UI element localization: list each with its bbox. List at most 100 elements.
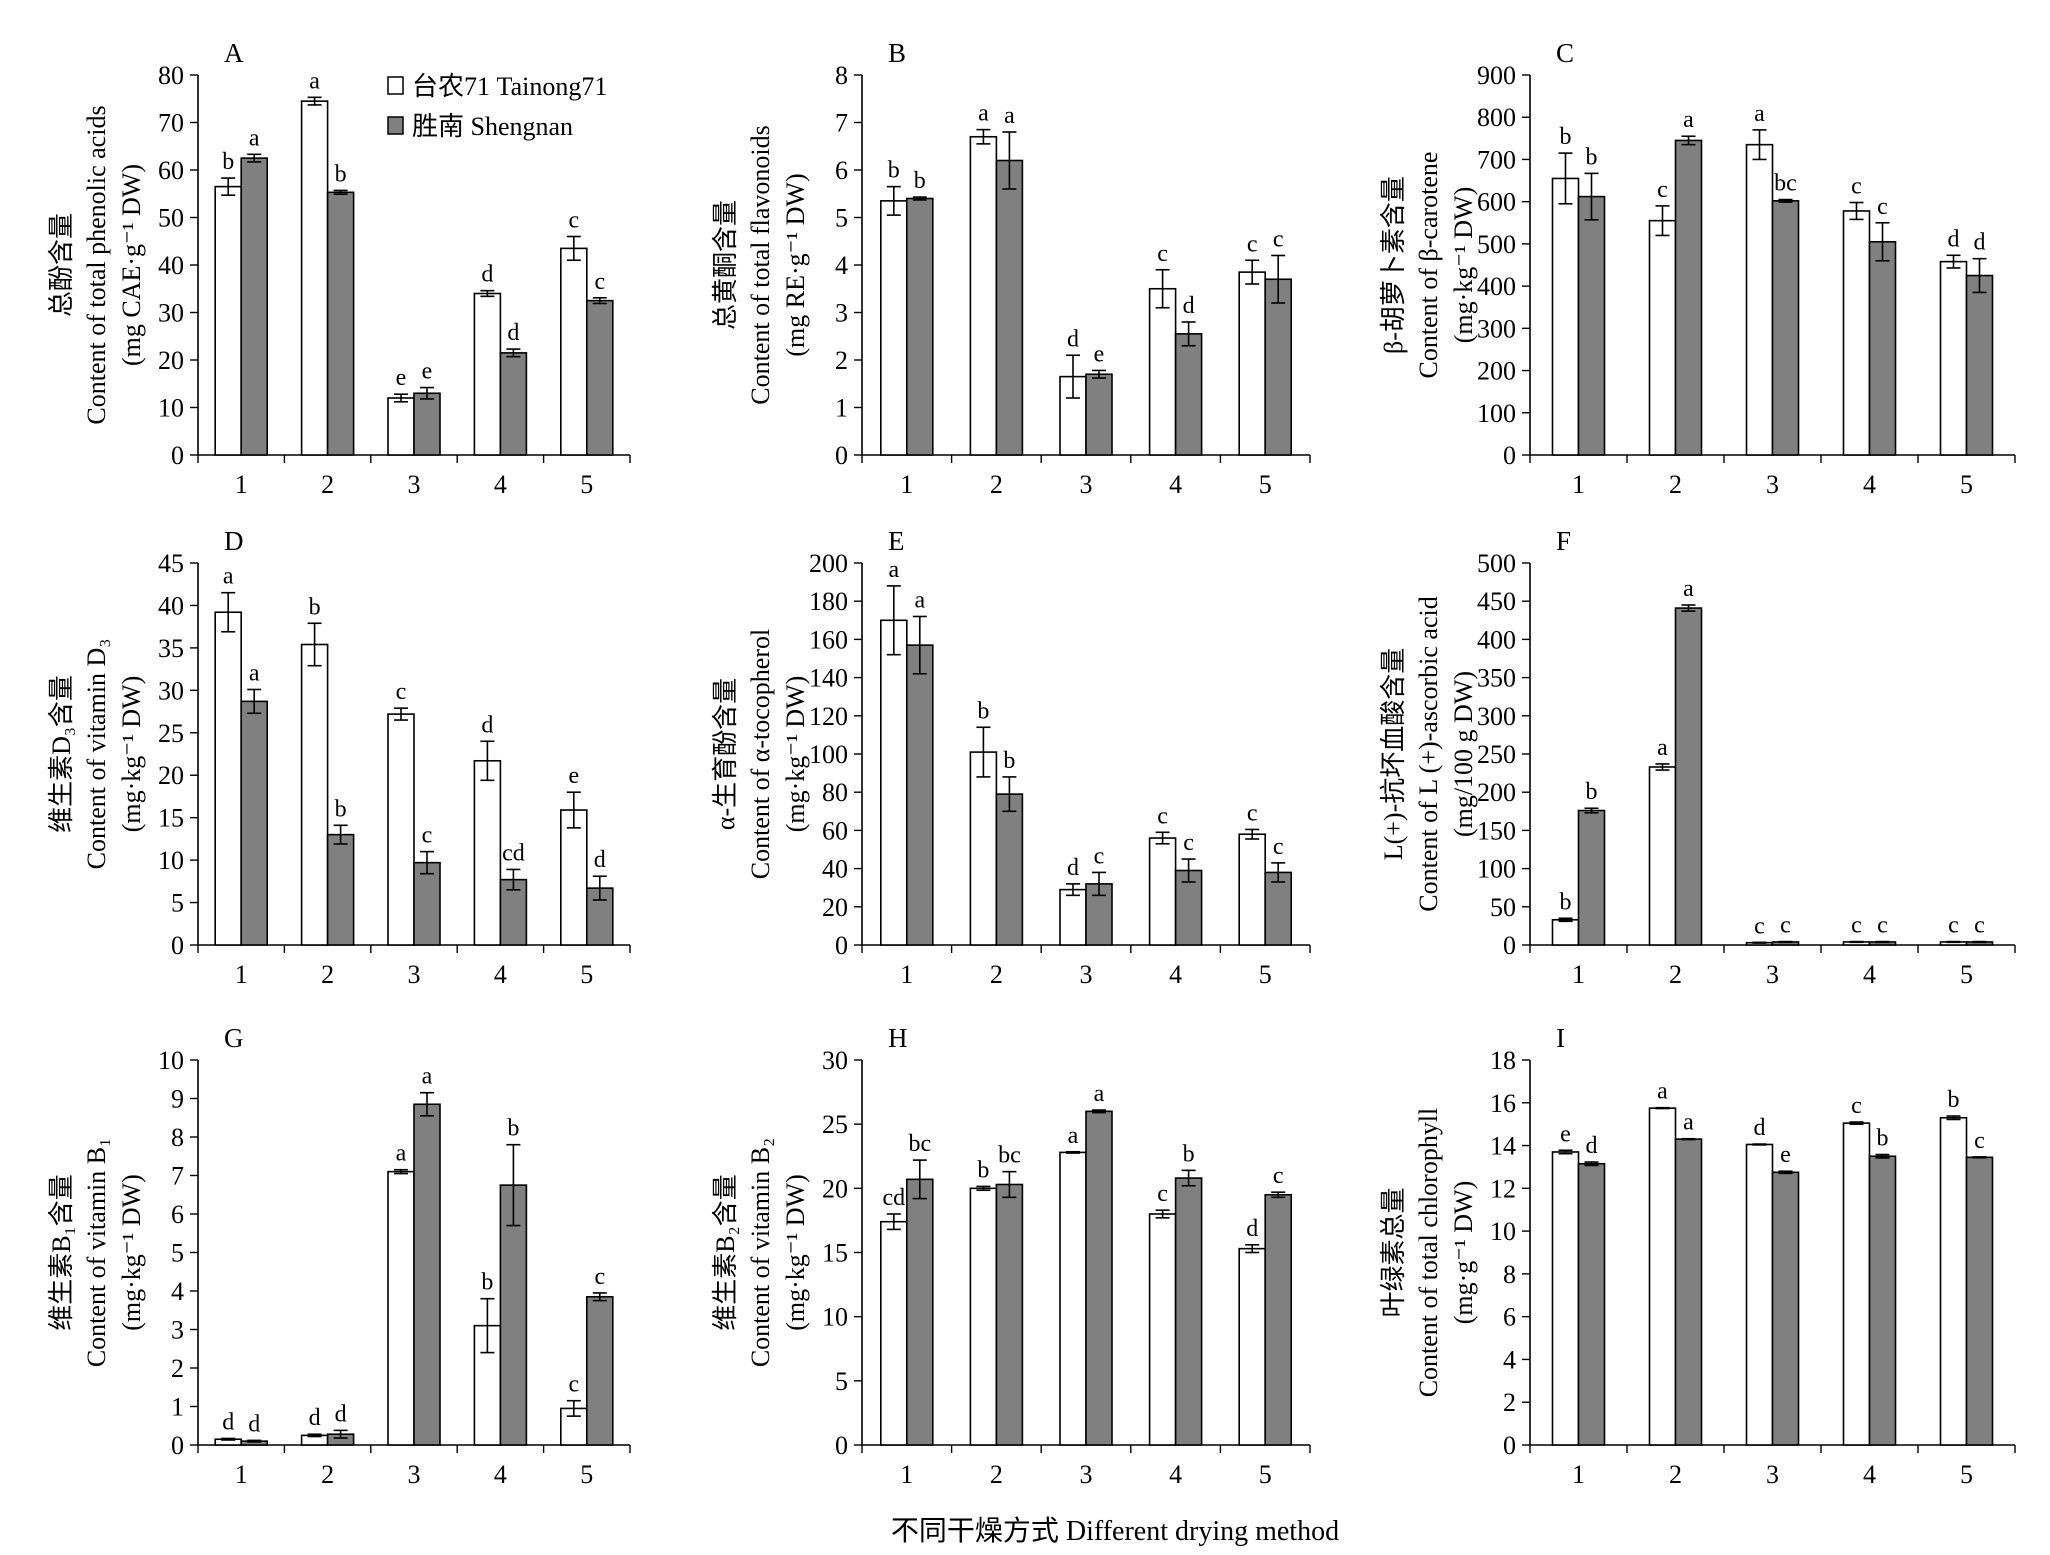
bar-d-shengnan: [326, 833, 355, 946]
y-axis-label-h: 维生素B₂含量: [711, 1174, 740, 1330]
x-tick-label-f: 1: [1572, 960, 1585, 989]
y-tick-label-g: 5: [171, 1239, 184, 1268]
y-axis-label-c: (mg·kg⁻¹ DW): [1449, 187, 1478, 344]
y-axis-label-f: L(+)-抗坏血酸含量: [1379, 648, 1408, 861]
y-tick-label-i: 6: [1503, 1303, 1516, 1332]
panel-c: 0100200300400500600700800900bb1ca2abc3cc…: [1379, 38, 2016, 499]
significance-letter-h: b: [977, 1157, 989, 1183]
bar-b-shengnan: [1174, 333, 1203, 456]
y-tick-label-c: 0: [1503, 441, 1516, 470]
significance-letter-d: d: [594, 847, 606, 873]
x-tick-label-a: 1: [235, 470, 248, 499]
y-tick-label-c: 900: [1477, 61, 1516, 90]
bar-g-tainong: [387, 1170, 415, 1446]
y-tick-label-c: 800: [1477, 103, 1516, 132]
significance-letter-g: d: [335, 1401, 347, 1427]
bar-i-shengnan: [1674, 1138, 1703, 1446]
y-tick-label-f: 400: [1477, 625, 1516, 654]
y-tick-label-a: 50: [158, 204, 184, 233]
x-tick-label-i: 3: [1766, 1460, 1779, 1489]
y-tick-label-d: 30: [158, 676, 184, 705]
bar-d-tainong: [473, 759, 502, 946]
bar-h-tainong: [1148, 1213, 1177, 1446]
x-tick-label-d: 2: [321, 960, 334, 989]
bar-a-shengnan: [240, 157, 268, 456]
bar-e-tainong: [1238, 833, 1266, 946]
significance-letter-d: a: [223, 564, 234, 590]
significance-letter-e: c: [1157, 803, 1168, 829]
significance-letter-e: c: [1094, 843, 1105, 869]
y-axis-label-h: Content of vitamin B₂: [746, 1138, 775, 1367]
y-tick-label-c: 500: [1477, 230, 1516, 259]
significance-letter-i: d: [1586, 1133, 1598, 1159]
y-tick-label-h: 20: [822, 1174, 848, 1203]
panel-label-e: E: [888, 526, 905, 556]
x-tick-label-e: 4: [1169, 960, 1182, 989]
significance-letter-i: a: [1683, 1110, 1694, 1136]
significance-letter-d: d: [481, 712, 493, 738]
significance-letter-d: a: [249, 660, 260, 686]
y-tick-label-a: 20: [158, 346, 184, 375]
y-axis-label-g: (mg·kg⁻¹ DW): [117, 1174, 146, 1331]
y-tick-label-d: 10: [158, 846, 184, 875]
y-axis-label-a: 总酚含量: [47, 213, 76, 317]
y-tick-label-a: 70: [158, 109, 184, 138]
y-tick-label-a: 60: [158, 156, 184, 185]
x-tick-label-b: 4: [1169, 470, 1182, 499]
y-tick-label-b: 1: [835, 394, 848, 423]
significance-letter-e: d: [1067, 855, 1079, 881]
significance-letter-a: d: [481, 262, 493, 288]
x-tick-label-f: 3: [1766, 960, 1779, 989]
x-tick-label-d: 3: [408, 960, 421, 989]
y-tick-label-e: 200: [809, 549, 848, 578]
significance-letter-g: b: [481, 1270, 493, 1296]
x-tick-label-c: 3: [1766, 470, 1779, 499]
y-tick-label-e: 0: [835, 931, 848, 960]
bar-h-tainong: [969, 1187, 998, 1446]
y-axis-label-b: 总黄酮含量: [711, 200, 740, 330]
bar-d-tainong: [214, 611, 242, 946]
bar-e-tainong: [1059, 888, 1087, 946]
significance-letter-g: c: [568, 1372, 579, 1398]
legend-swatch-tainong: [387, 76, 404, 95]
y-tick-label-h: 15: [822, 1239, 848, 1268]
y-axis-label-i: Content of total chlorophyll: [1414, 1108, 1443, 1398]
y-tick-label-f: 100: [1477, 855, 1516, 884]
y-tick-label-i: 2: [1503, 1388, 1516, 1417]
legend: 台农71 Tainong71 胜南 Shengnan: [387, 72, 607, 141]
y-tick-label-d: 25: [158, 719, 184, 748]
bar-c-shengnan: [1674, 139, 1703, 456]
y-tick-label-h: 10: [822, 1303, 848, 1332]
bar-d-tainong: [559, 809, 588, 946]
x-tick-label-b: 2: [990, 470, 1003, 499]
bar-a-tainong: [387, 397, 415, 456]
x-tick-label-e: 5: [1259, 960, 1272, 989]
y-axis-label-e: α-生育酚含量: [711, 678, 740, 830]
panel-label-h: H: [888, 1023, 908, 1053]
y-axis-label-e: Content of α-tocopherol: [746, 629, 775, 879]
y-tick-label-e: 60: [822, 816, 848, 845]
significance-letter-h: bc: [998, 1143, 1021, 1169]
y-tick-label-h: 25: [822, 1110, 848, 1139]
y-tick-label-g: 6: [171, 1200, 184, 1229]
bar-f-shengnan: [1674, 607, 1703, 946]
significance-letter-f: c: [1780, 913, 1791, 939]
y-axis-label-f: Content of L (+)-ascorbic acid: [1414, 596, 1443, 911]
x-tick-label-i: 5: [1960, 1460, 1973, 1489]
significance-letter-d: c: [396, 679, 407, 705]
significance-letter-a: b: [335, 161, 347, 187]
x-tick-label-b: 5: [1259, 470, 1272, 499]
significance-letter-a: a: [309, 68, 320, 94]
bar-b-tainong: [1148, 287, 1177, 456]
y-tick-label-f: 500: [1477, 549, 1516, 578]
bar-c-tainong: [1648, 219, 1677, 456]
y-tick-label-e: 140: [809, 664, 848, 693]
significance-letter-i: e: [1560, 1121, 1571, 1147]
significance-letter-c: c: [1657, 177, 1668, 203]
x-tick-label-b: 3: [1080, 470, 1093, 499]
y-axis-label-d: (mg·kg⁻¹ DW): [117, 676, 146, 833]
bar-g-shengnan: [499, 1184, 528, 1446]
legend-swatch-shengnan: [387, 116, 404, 135]
